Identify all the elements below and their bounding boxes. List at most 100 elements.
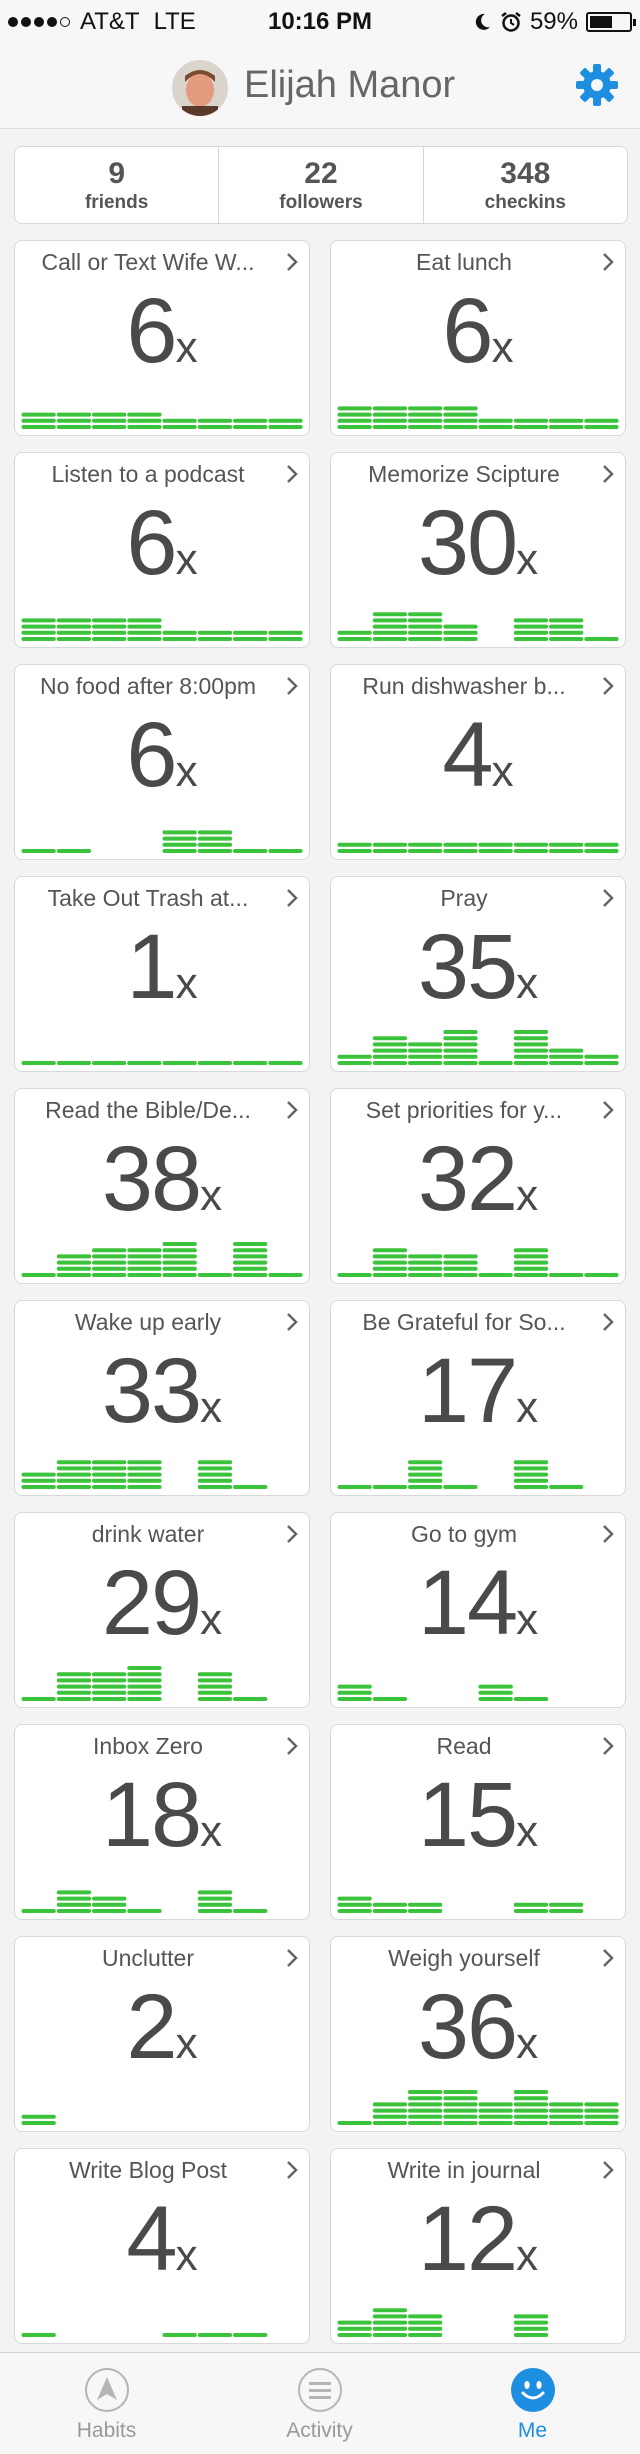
habit-count-number: 14	[417, 1552, 518, 1654]
habit-title: Take Out Trash at...	[47, 885, 249, 911]
habit-card[interactable]: Read the Bible/De... 38x	[14, 1088, 310, 1284]
habit-card[interactable]: Pray 35x	[330, 876, 626, 1072]
habit-count: 18x	[15, 1763, 309, 1868]
avatar[interactable]	[172, 60, 228, 116]
chevron-right-icon[interactable]	[601, 1523, 615, 1545]
chevron-right-icon[interactable]	[285, 1735, 299, 1757]
habit-activity-chart	[21, 1061, 303, 1065]
habit-count-suffix: x	[491, 747, 514, 796]
activity-bar	[233, 1697, 268, 1701]
activity-bar	[372, 618, 408, 623]
activity-bar	[56, 630, 92, 635]
stat-checkins[interactable]: 348 checkins	[424, 147, 627, 223]
habit-activity-chart	[21, 830, 303, 853]
habit-card[interactable]: Write Blog Post 4x	[14, 2148, 310, 2344]
activity-bar	[21, 618, 56, 623]
habit-card[interactable]: Inbox Zero 18x	[14, 1724, 310, 1920]
chevron-right-icon[interactable]	[601, 1947, 615, 1969]
habit-card[interactable]: Memorize Scipture 30x	[330, 452, 626, 648]
habit-title: Write in journal	[387, 2157, 541, 2183]
stat-followers[interactable]: 22 followers	[219, 147, 424, 223]
habit-activity-chart	[337, 2090, 619, 2125]
habit-title: Go to gym	[410, 1521, 518, 1547]
habit-title: Read	[436, 1733, 492, 1759]
activity-bar	[127, 1266, 162, 1271]
activity-bar	[513, 1054, 549, 1059]
chevron-right-icon[interactable]	[285, 1099, 299, 1121]
chevron-right-icon[interactable]	[601, 251, 615, 273]
habit-activity-chart	[337, 1248, 619, 1277]
habit-card[interactable]: Take Out Trash at... 1x	[14, 876, 310, 1072]
habit-card[interactable]: Write in journal 12x	[330, 2148, 626, 2344]
habit-card[interactable]: Call or Text Wife W... 6x	[14, 240, 310, 436]
chevron-right-icon[interactable]	[285, 1311, 299, 1333]
activity-bar	[408, 2333, 443, 2337]
activity-bar	[197, 1485, 233, 1489]
activity-bar	[197, 836, 233, 841]
habit-card[interactable]: Be Grateful for So... 17x	[330, 1300, 626, 1496]
activity-bar	[268, 1061, 303, 1065]
activity-bar	[408, 1472, 443, 1477]
activity-bar	[92, 1902, 127, 1907]
activity-bar	[337, 1902, 372, 1907]
chevron-right-icon[interactable]	[601, 887, 615, 909]
activity-bar	[584, 425, 619, 429]
activity-bar	[513, 849, 549, 853]
chevron-right-icon[interactable]	[601, 463, 615, 485]
activity-bar	[549, 1485, 584, 1489]
activity-bar	[372, 1036, 408, 1041]
chevron-right-icon[interactable]	[285, 2159, 299, 2181]
habit-count-suffix: x	[516, 2019, 539, 2068]
habit-count-number: 6	[442, 280, 493, 382]
habit-card[interactable]: Go to gym 14x	[330, 1512, 626, 1708]
chevron-right-icon[interactable]	[285, 251, 299, 273]
tab-activity[interactable]: Activity	[213, 2353, 426, 2454]
activity-bar	[197, 1466, 233, 1471]
activity-bar	[197, 1902, 233, 1907]
gear-icon[interactable]	[572, 60, 622, 110]
activity-bar	[162, 418, 197, 423]
activity-bar	[584, 418, 619, 423]
activity-bar	[21, 425, 56, 429]
habit-card[interactable]: Wake up early 33x	[14, 1300, 310, 1496]
activity-bar	[56, 1466, 92, 1471]
activity-bar	[408, 1061, 443, 1065]
chevron-right-icon[interactable]	[285, 1947, 299, 1969]
habit-card[interactable]: Read 15x	[330, 1724, 626, 1920]
habit-count-number: 30	[417, 492, 518, 594]
activity-bar	[56, 1678, 92, 1683]
activity-bar	[372, 1254, 408, 1259]
habit-card[interactable]: Set priorities for y... 32x	[330, 1088, 626, 1284]
habit-count-number: 36	[417, 1976, 518, 2078]
chevron-right-icon[interactable]	[285, 463, 299, 485]
habit-card[interactable]: Weigh yourself 36x	[330, 1936, 626, 2132]
chevron-right-icon[interactable]	[285, 1523, 299, 1545]
habit-card[interactable]: Run dishwasher b... 4x	[330, 664, 626, 860]
activity-bar	[513, 2090, 549, 2094]
habit-card[interactable]: Listen to a podcast 6x	[14, 452, 310, 648]
activity-bar	[513, 418, 549, 423]
activity-bar	[268, 630, 303, 635]
activity-bar	[372, 2314, 408, 2319]
habit-title: Pray	[440, 885, 488, 911]
habit-card[interactable]: drink water 29x	[14, 1512, 310, 1708]
activity-bar	[549, 618, 584, 623]
habit-card[interactable]: Unclutter 2x	[14, 1936, 310, 2132]
chevron-right-icon[interactable]	[601, 1099, 615, 1121]
habit-card[interactable]: No food after 8:00pm 6x	[14, 664, 310, 860]
tab-habits[interactable]: Habits	[0, 2353, 213, 2454]
chevron-right-icon[interactable]	[601, 2159, 615, 2181]
habit-activity-chart	[337, 612, 619, 641]
stat-friends[interactable]: 9 friends	[15, 147, 220, 223]
activity-bar	[197, 1478, 233, 1483]
activity-bar	[372, 849, 408, 853]
habit-card[interactable]: Eat lunch 6x	[330, 240, 626, 436]
activity-bar	[478, 418, 513, 423]
chevron-right-icon[interactable]	[601, 1735, 615, 1757]
activity-bar	[513, 1036, 549, 1041]
tab-me[interactable]: Me	[426, 2353, 639, 2454]
chevron-right-icon[interactable]	[601, 1311, 615, 1333]
chevron-right-icon[interactable]	[601, 675, 615, 697]
chevron-right-icon[interactable]	[285, 675, 299, 697]
chevron-right-icon[interactable]	[285, 887, 299, 909]
